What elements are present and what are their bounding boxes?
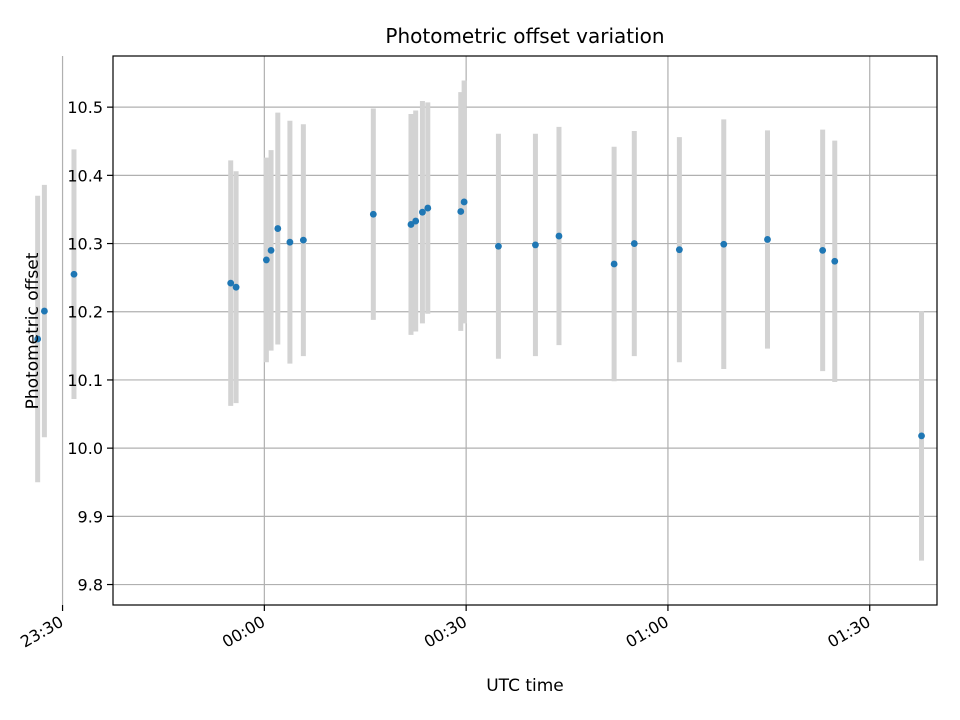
data-point xyxy=(419,208,426,216)
data-point xyxy=(720,240,728,248)
y-axis: 9.8 9.9 10.0 10.1 10.2 10.3 10.4 10.5 xyxy=(67,98,113,595)
data-point xyxy=(299,236,307,244)
y-tick-label: 9.8 xyxy=(78,576,103,595)
data-point xyxy=(274,225,282,232)
chart-title: Photometric offset variation xyxy=(385,24,664,48)
x-axis-label: UTC time xyxy=(486,676,564,696)
data-point xyxy=(819,246,827,254)
y-tick-label: 10.4 xyxy=(67,166,103,185)
data-point xyxy=(495,242,502,250)
y-axis-label: Photometric offset xyxy=(23,252,43,409)
data-point xyxy=(457,208,465,215)
data-point xyxy=(267,246,275,254)
data-point xyxy=(227,279,235,287)
grid xyxy=(61,56,937,605)
data-point xyxy=(675,246,683,254)
data-point xyxy=(262,256,270,264)
y-tick-label: 10.3 xyxy=(67,235,103,254)
data-point xyxy=(232,283,240,291)
data-point xyxy=(286,238,294,246)
data-point xyxy=(532,241,539,249)
data-point xyxy=(407,221,415,228)
data-point xyxy=(460,198,468,206)
plot-frame xyxy=(112,55,938,606)
data-point xyxy=(34,335,42,343)
y-tick-label: 10.5 xyxy=(67,98,103,117)
data-point xyxy=(412,217,420,225)
data-point xyxy=(555,232,563,240)
y-tick-label: 10.1 xyxy=(67,371,103,390)
data-points xyxy=(34,198,925,440)
data-point xyxy=(40,307,48,315)
data-point xyxy=(369,210,377,218)
data-point xyxy=(831,257,839,265)
data-point xyxy=(70,270,78,278)
data-point xyxy=(764,236,771,243)
data-point xyxy=(630,240,638,247)
data-point xyxy=(610,260,618,268)
data-point xyxy=(424,204,432,212)
data-point xyxy=(918,432,925,440)
y-tick-label: 10.0 xyxy=(67,439,103,458)
y-tick-label: 10.2 xyxy=(67,303,103,322)
y-tick-label: 9.9 xyxy=(78,507,103,526)
